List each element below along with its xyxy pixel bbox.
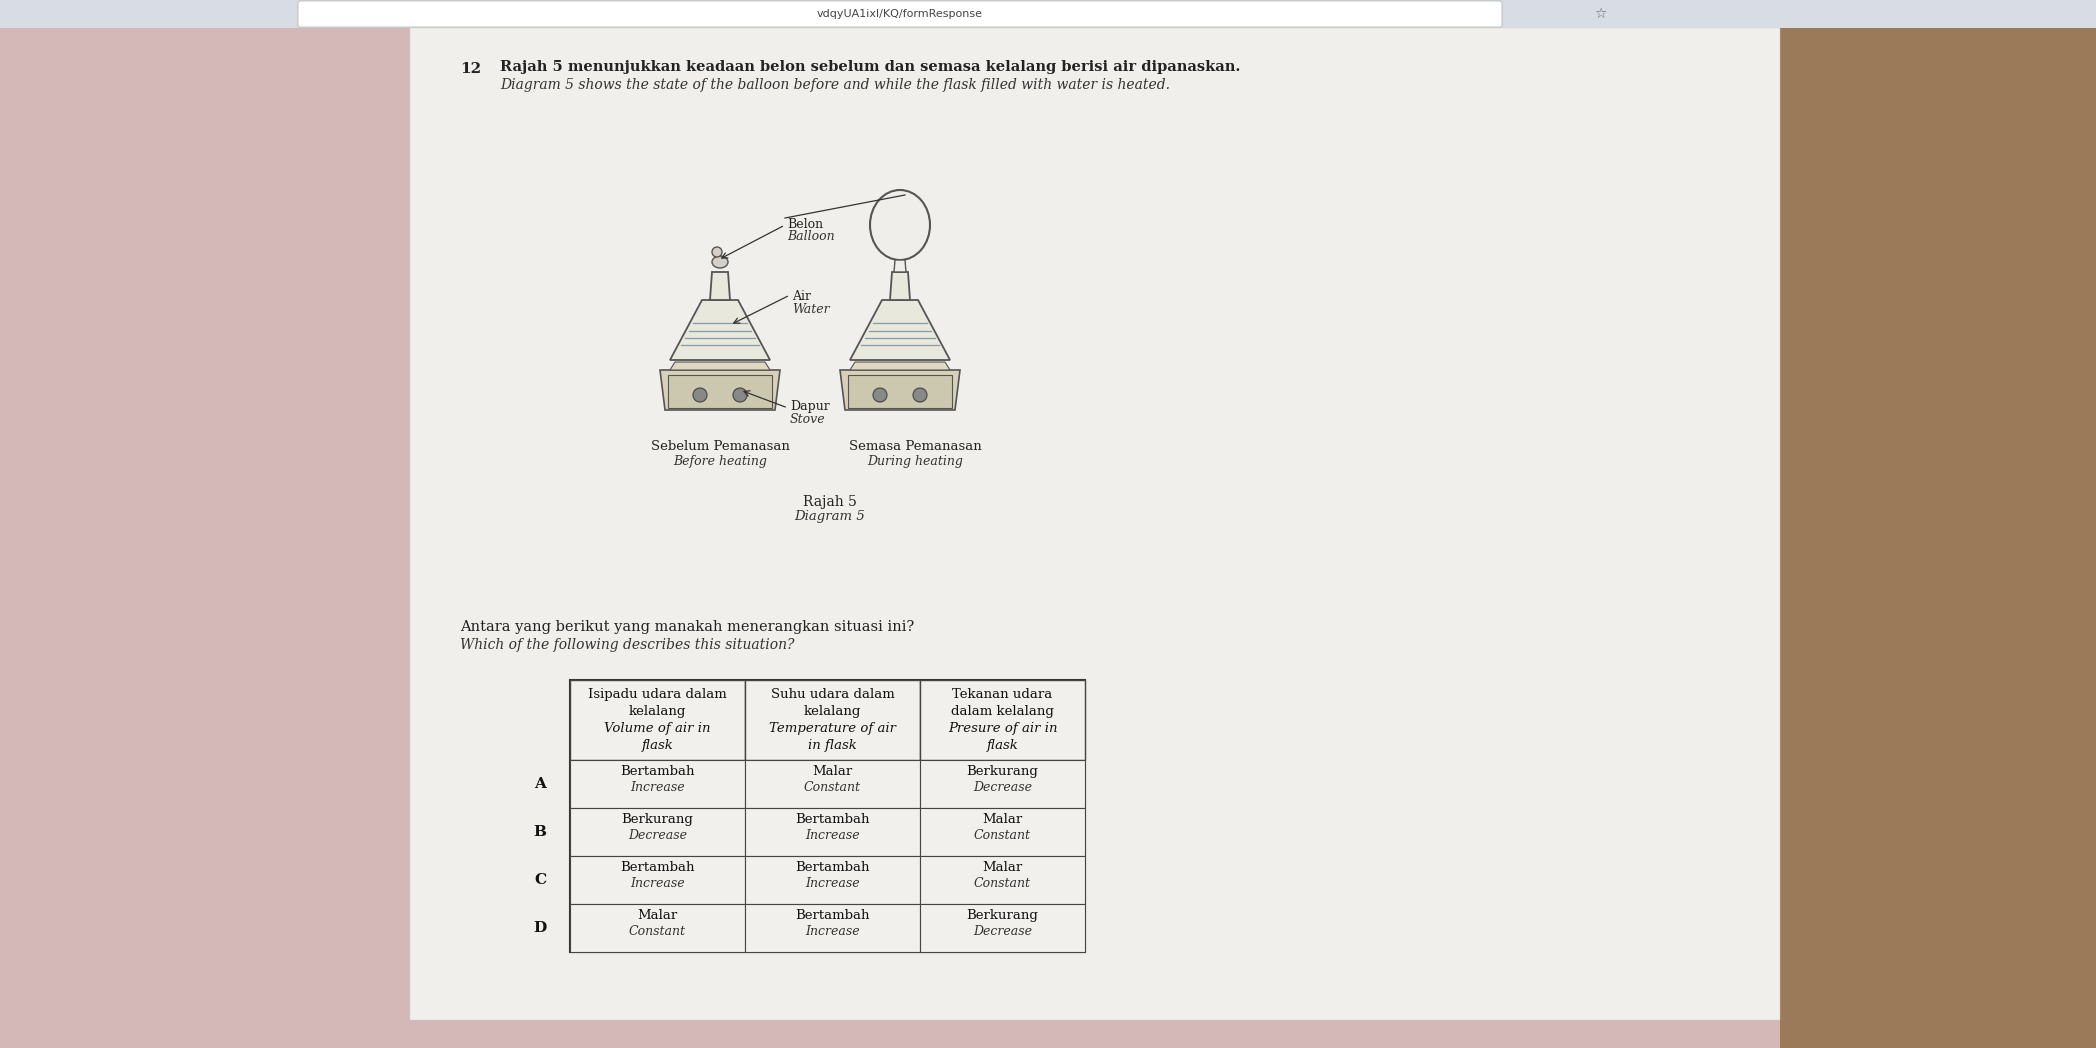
Text: Diagram 5 shows the state of the balloon before and while the flask filled with : Diagram 5 shows the state of the balloon… xyxy=(501,78,1170,92)
Circle shape xyxy=(734,388,746,402)
Text: During heating: During heating xyxy=(868,455,962,468)
FancyBboxPatch shape xyxy=(570,760,744,808)
Text: Berkurang: Berkurang xyxy=(966,765,1038,778)
Text: A: A xyxy=(534,777,545,791)
Text: C: C xyxy=(534,873,547,887)
Text: Bertambah: Bertambah xyxy=(794,813,870,826)
Text: Increase: Increase xyxy=(805,829,859,842)
FancyBboxPatch shape xyxy=(920,760,1086,808)
FancyBboxPatch shape xyxy=(744,856,920,904)
Circle shape xyxy=(874,388,887,402)
Text: Constant: Constant xyxy=(975,877,1031,890)
Text: Malar: Malar xyxy=(983,861,1023,874)
Ellipse shape xyxy=(870,190,931,260)
Circle shape xyxy=(694,388,706,402)
Text: Air: Air xyxy=(792,290,811,303)
Text: Increase: Increase xyxy=(805,877,859,890)
FancyBboxPatch shape xyxy=(570,808,744,856)
Text: D: D xyxy=(532,921,547,935)
Text: Temperature of air: Temperature of air xyxy=(769,722,895,735)
Text: Bertambah: Bertambah xyxy=(620,861,694,874)
Text: Which of the following describes this situation?: Which of the following describes this si… xyxy=(459,638,794,652)
Text: Increase: Increase xyxy=(631,877,685,890)
Text: Increase: Increase xyxy=(805,925,859,938)
Text: Sebelum Pemanasan: Sebelum Pemanasan xyxy=(650,440,790,453)
FancyBboxPatch shape xyxy=(920,904,1086,952)
Polygon shape xyxy=(711,272,729,300)
FancyBboxPatch shape xyxy=(744,680,920,760)
Text: vdqyUA1ixl/KQ/formResponse: vdqyUA1ixl/KQ/formResponse xyxy=(817,9,983,19)
Text: B: B xyxy=(534,825,547,839)
Text: Before heating: Before heating xyxy=(673,455,767,468)
Text: Balloon: Balloon xyxy=(786,230,834,243)
Text: Bertambah: Bertambah xyxy=(794,909,870,922)
FancyBboxPatch shape xyxy=(0,0,411,1048)
Text: Water: Water xyxy=(792,303,830,316)
FancyBboxPatch shape xyxy=(669,375,771,408)
Text: dalam kelalang: dalam kelalang xyxy=(952,705,1054,718)
Text: Berkurang: Berkurang xyxy=(966,909,1038,922)
Polygon shape xyxy=(895,260,905,272)
FancyBboxPatch shape xyxy=(920,808,1086,856)
FancyBboxPatch shape xyxy=(570,856,744,904)
Polygon shape xyxy=(840,370,960,410)
Text: Constant: Constant xyxy=(629,925,685,938)
Text: flask: flask xyxy=(987,739,1019,752)
FancyBboxPatch shape xyxy=(920,680,1086,760)
Text: flask: flask xyxy=(641,739,673,752)
FancyBboxPatch shape xyxy=(849,375,952,408)
Text: Dapur: Dapur xyxy=(790,400,830,413)
Text: Isipadu udara dalam: Isipadu udara dalam xyxy=(589,687,727,701)
Text: Malar: Malar xyxy=(637,909,677,922)
Text: kelalang: kelalang xyxy=(803,705,861,718)
Polygon shape xyxy=(671,300,769,361)
FancyBboxPatch shape xyxy=(570,680,744,760)
Text: ☆: ☆ xyxy=(1593,7,1606,21)
FancyBboxPatch shape xyxy=(744,808,920,856)
Text: Diagram 5: Diagram 5 xyxy=(794,510,866,523)
Polygon shape xyxy=(660,370,780,410)
FancyBboxPatch shape xyxy=(1780,0,2096,1048)
Polygon shape xyxy=(891,272,910,300)
Text: kelalang: kelalang xyxy=(629,705,685,718)
Text: in flask: in flask xyxy=(809,739,857,752)
Text: Increase: Increase xyxy=(631,781,685,794)
FancyBboxPatch shape xyxy=(744,904,920,952)
FancyBboxPatch shape xyxy=(570,904,744,952)
FancyBboxPatch shape xyxy=(0,0,2096,28)
Text: Malar: Malar xyxy=(813,765,853,778)
Ellipse shape xyxy=(713,247,721,257)
FancyBboxPatch shape xyxy=(920,856,1086,904)
Ellipse shape xyxy=(713,256,727,268)
FancyBboxPatch shape xyxy=(411,28,1780,1020)
Text: Constant: Constant xyxy=(805,781,861,794)
FancyBboxPatch shape xyxy=(744,760,920,808)
Polygon shape xyxy=(671,362,769,370)
Text: Rajah 5: Rajah 5 xyxy=(803,495,857,509)
Text: Tekanan udara: Tekanan udara xyxy=(952,687,1052,701)
Polygon shape xyxy=(851,300,949,361)
Text: Belon: Belon xyxy=(786,218,824,231)
Text: Decrease: Decrease xyxy=(973,781,1031,794)
Text: Volume of air in: Volume of air in xyxy=(604,722,711,735)
Text: Decrease: Decrease xyxy=(629,829,687,842)
Text: Bertambah: Bertambah xyxy=(620,765,694,778)
Text: Semasa Pemanasan: Semasa Pemanasan xyxy=(849,440,981,453)
Polygon shape xyxy=(851,362,949,370)
FancyBboxPatch shape xyxy=(298,1,1503,27)
Text: Antara yang berikut yang manakah menerangkan situasi ini?: Antara yang berikut yang manakah meneran… xyxy=(459,620,914,634)
Text: 12: 12 xyxy=(459,62,482,77)
Text: Suhu udara dalam: Suhu udara dalam xyxy=(771,687,895,701)
Text: Stove: Stove xyxy=(790,413,826,425)
Text: Constant: Constant xyxy=(975,829,1031,842)
Text: Rajah 5 menunjukkan keadaan belon sebelum dan semasa kelalang berisi air dipanas: Rajah 5 menunjukkan keadaan belon sebelu… xyxy=(501,60,1241,74)
Text: Decrease: Decrease xyxy=(973,925,1031,938)
Text: Malar: Malar xyxy=(983,813,1023,826)
Text: Presure of air in: Presure of air in xyxy=(947,722,1056,735)
Text: Berkurang: Berkurang xyxy=(623,813,694,826)
Circle shape xyxy=(914,388,926,402)
Text: Bertambah: Bertambah xyxy=(794,861,870,874)
